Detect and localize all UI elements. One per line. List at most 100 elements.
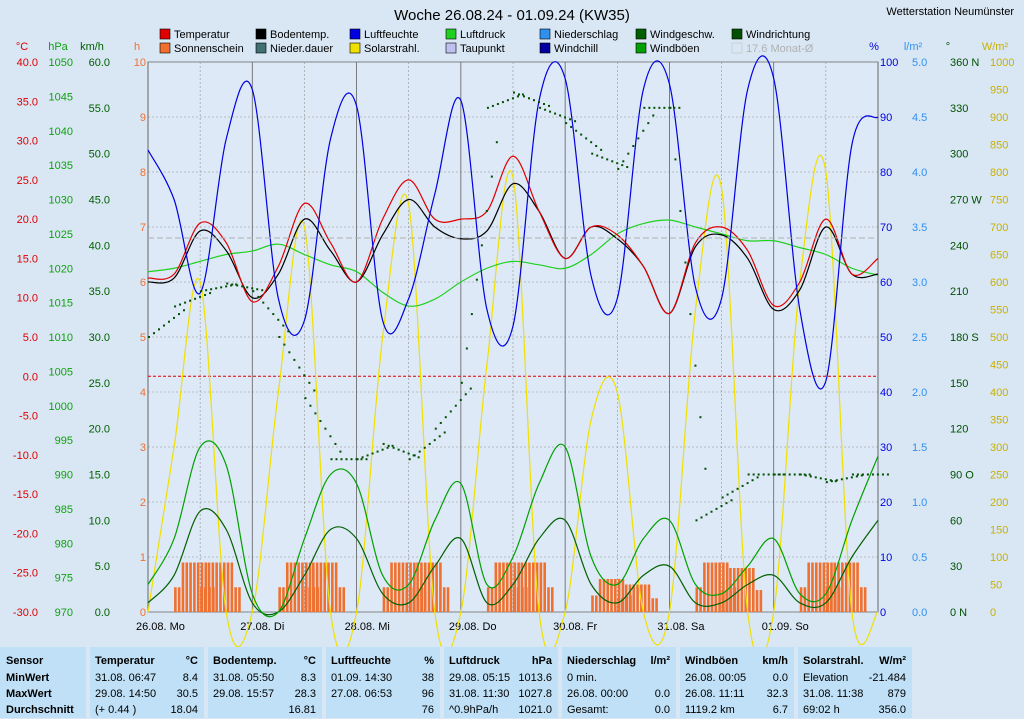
wind-direction-dot [777,473,780,476]
table-row-labels: Sensor MinWert MaxWert Durchschnitt [0,647,86,718]
cell-label: 26.08. 00:00 [567,688,629,700]
legend-swatch [539,28,551,40]
sunshine-bar [342,587,346,612]
humidity-axis-tick: 80 [880,167,892,179]
wind-direction-dot [434,427,437,430]
wind-direction-dot [277,318,280,321]
sunshine-bar [539,562,543,612]
wind-direction-dot [856,473,859,476]
temp-axis-tick: 40.0 [17,57,38,69]
series-line-temperatur [147,155,879,315]
sunshine-bar [643,584,647,612]
sunshine-bar [278,587,281,612]
temp-axis-tick: 0.0 [23,371,38,383]
cell-value: 1013.6 [518,672,552,684]
humidity-axis-tick: 50 [880,332,892,344]
sunshine-bar [736,568,740,612]
table-cell-row: 31.08. 11:38 879 [803,688,906,703]
sunshine-bar [833,562,837,612]
legend-item: Windgeschw. [650,29,715,41]
sunshine-bar [502,562,505,612]
legend-swatch [731,42,743,54]
legend-swatch [635,28,647,40]
legend-swatch [159,42,171,54]
cell-value: 8.3 [300,672,316,684]
column-unit: W/m² [879,655,906,667]
table-cell-row: 01.09. 14:30 38 [331,672,434,687]
wind-direction-dot [840,478,843,481]
wind-direction-dot [387,444,390,447]
sunshine-bar [297,562,300,612]
wind-direction-dot [725,502,728,505]
wind-direction-dot [652,114,655,117]
sunshine-bar [721,590,725,612]
sunshine-bar [490,587,494,612]
wind-direction-dot [559,114,562,117]
wind-direction-dot [205,289,208,292]
wind-direction-dot [200,290,203,293]
humidity-axis-tick: 0 [880,607,886,619]
weather-chart: 40.035.030.025.020.015.010.05.00.0-5.0-1… [13,7,1014,647]
wind-direction-dot [350,458,353,461]
pressure-axis-tick: 970 [55,607,73,619]
wind-axis-tick: 40.0 [89,240,110,252]
wind-direction-dot [391,444,394,447]
sunshine-bar [405,562,409,612]
wind-axis-tick: 25.0 [89,378,110,390]
solar-axis-tick: 600 [990,277,1008,289]
solar-axis-tick: 100 [990,552,1008,564]
column-title: Temperatur [95,655,155,667]
wind-direction-dot [783,473,786,476]
pressure-axis-tick: 1035 [49,160,73,172]
temp-axis-tick: 15.0 [17,253,38,265]
wind-direction-dot [590,141,593,144]
sunshine-bar [174,587,177,612]
rain-axis-tick: 0.5 [912,552,927,564]
wind-direction-dot [591,152,594,155]
temp-axis-tick: 35.0 [17,96,38,108]
legend-swatch [349,28,361,40]
cell-label: 31.08. 11:30 [449,688,510,700]
wind-direction-dot [412,454,415,457]
sunshine-bar [193,562,196,612]
sunshine-bar [301,562,304,612]
sunshine-bar [822,562,826,612]
cell-value: 76 [421,704,434,716]
sunshine-bar [323,562,327,612]
sunshine-bar [825,587,829,612]
humidity-axis-tick: 40 [880,387,892,399]
legend-item: Taupunkt [460,43,505,55]
cell-value: 879 [887,688,906,700]
wind-direction-dot [174,305,177,308]
table-cell-row: 26.08. 11:11 32.3 [685,688,788,703]
wind-direction-dot [485,209,488,212]
wind-direction-dot [402,450,405,453]
sun-axis-tick: 4 [140,387,146,399]
wind-direction-dot [261,289,264,292]
wind-direction-dot [788,473,791,476]
wind-direction-dot [241,285,244,288]
sunshine-bar [617,579,621,612]
wind-direction-dot [236,284,239,287]
wind-direction-dot [189,299,192,302]
sunshine-bar [655,598,658,612]
cell-label: Gesamt: [567,704,609,716]
sunshine-bar [516,587,520,612]
rain-axis-tick: 0.0 [912,607,927,619]
dir-axis-tick: 300 [950,149,968,161]
wind-direction-dot [772,473,775,476]
temp-axis-tick: -5.0 [19,411,38,423]
legend-swatch [255,28,267,40]
dir-axis-tick: 30 [950,561,962,573]
wind-direction-dot [475,278,478,281]
wind-direction-dot [731,490,734,493]
sunshine-bar [439,562,442,612]
pressure-axis-tick: 995 [55,435,73,447]
dir-axis-tick: 360 N [950,57,979,69]
solar-axis-tick: 250 [990,470,1008,482]
wind-direction-dot [825,481,828,484]
wind-direction-dot [834,480,837,483]
wind-axis-tick: 20.0 [89,424,110,436]
wind-direction-dot [756,476,759,479]
wind-axis-tick: 0.0 [95,607,110,619]
